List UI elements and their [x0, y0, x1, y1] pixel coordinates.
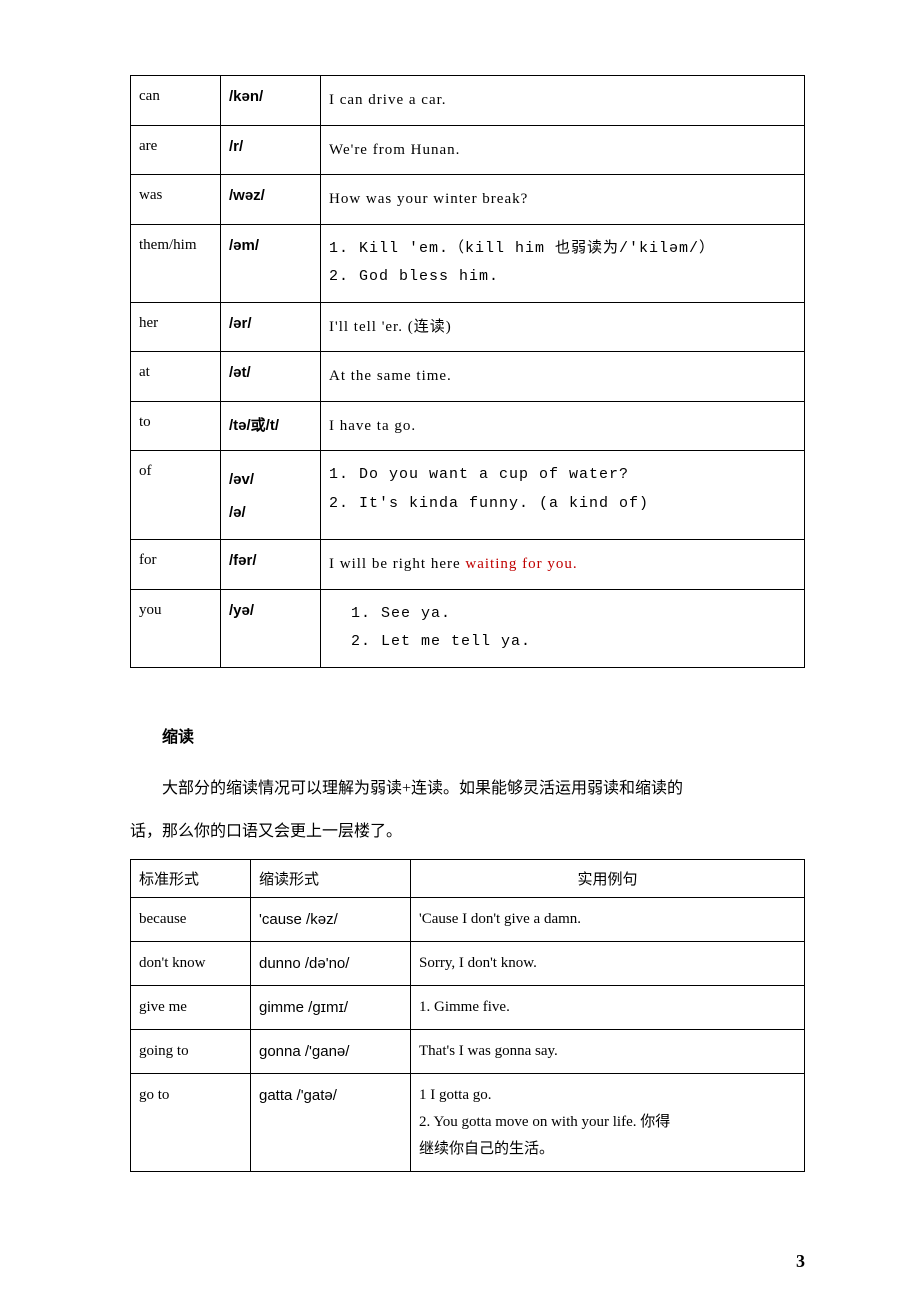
table-row: for /fər/ I will be right here waiting f… — [131, 540, 805, 590]
table-row: give me gimme /gɪmɪ/ 1. Gimme five. — [131, 985, 805, 1029]
example-cell: At the same time. — [321, 352, 805, 402]
table-row: you /yə/ 1. See ya. 2. Let me tell ya. — [131, 589, 805, 667]
phon-cell: /fər/ — [221, 540, 321, 590]
header-cell: 标准形式 — [131, 859, 251, 897]
std-cell: go to — [131, 1073, 251, 1171]
example-line: 1. See ya. — [351, 600, 796, 629]
std-cell: don't know — [131, 941, 251, 985]
page-number: 3 — [796, 1251, 805, 1272]
table-row: can /kən/ I can drive a car. — [131, 76, 805, 126]
example-cell: 1. Do you want a cup of water? 2. It's k… — [321, 451, 805, 540]
example-line: 1 I gotta go. — [419, 1082, 796, 1109]
example-cell: 1. See ya. 2. Let me tell ya. — [321, 589, 805, 667]
table-row: them/him /əm/ 1. Kill 'em.（kill him 也弱读为… — [131, 224, 805, 302]
example-cell: 1. Kill 'em.（kill him 也弱读为/'kiləm/） 2. G… — [321, 224, 805, 302]
phon-cell: /əm/ — [221, 224, 321, 302]
word-cell: to — [131, 401, 221, 451]
table-row: at /ət/ At the same time. — [131, 352, 805, 402]
word-cell: are — [131, 125, 221, 175]
body-paragraph: 大部分的缩读情况可以理解为弱读+连读。如果能够灵活运用弱读和缩读的 — [130, 772, 805, 806]
table-row: don't know dunno /də'no/ Sorry, I don't … — [131, 941, 805, 985]
table-row: are /r/ We're from Hunan. — [131, 125, 805, 175]
example-cell: I will be right here waiting for you. — [321, 540, 805, 590]
body-paragraph: 话，那么你的口语又会更上一层楼了。 — [130, 815, 805, 849]
example-cell: I can drive a car. — [321, 76, 805, 126]
table-row: to /tə/或/t/ I have ta go. — [131, 401, 805, 451]
example-line: 1. Kill 'em.（kill him 也弱读为/'kiləm/） — [329, 235, 796, 264]
phon-cell: /wəz/ — [221, 175, 321, 225]
example-cell: I'll tell 'er. (连读) — [321, 302, 805, 352]
word-cell: for — [131, 540, 221, 590]
std-cell: because — [131, 897, 251, 941]
word-cell: her — [131, 302, 221, 352]
word-cell: was — [131, 175, 221, 225]
std-cell: going to — [131, 1029, 251, 1073]
phon-cell: /ər/ — [221, 302, 321, 352]
example-cell: That's I was gonna say. — [411, 1029, 805, 1073]
example-text: I will be right here — [329, 556, 465, 572]
phon-cell: /kən/ — [221, 76, 321, 126]
section-heading: 缩读 — [130, 723, 805, 747]
body-line: 大部分的缩读情况可以理解为弱读+连读。如果能够灵活运用弱读和缩读的 — [162, 780, 683, 797]
example-line: 2. Let me tell ya. — [351, 628, 796, 657]
phon-cell: /əv/ /ə/ — [221, 451, 321, 540]
phon-line: /ə/ — [229, 496, 312, 529]
word-cell: of — [131, 451, 221, 540]
example-cell: Sorry, I don't know. — [411, 941, 805, 985]
contract-cell: gimme /gɪmɪ/ — [251, 985, 411, 1029]
phon-cell: /yə/ — [221, 589, 321, 667]
contract-cell: gatta /'gatə/ — [251, 1073, 411, 1171]
phon-line: /əv/ — [229, 463, 312, 496]
example-line: 继续你自己的生活。 — [419, 1136, 796, 1163]
example-line: 2. It's kinda funny. (a kind of) — [329, 490, 796, 519]
contract-cell: gonna /'ganə/ — [251, 1029, 411, 1073]
example-highlight: waiting for you. — [465, 556, 577, 572]
weak-form-table: can /kən/ I can drive a car. are /r/ We'… — [130, 75, 805, 668]
example-line: 1. Do you want a cup of water? — [329, 461, 796, 490]
example-cell: I have ta go. — [321, 401, 805, 451]
word-cell: them/him — [131, 224, 221, 302]
word-cell: can — [131, 76, 221, 126]
phon-cell: /tə/或/t/ — [221, 401, 321, 451]
phon-cell: /r/ — [221, 125, 321, 175]
example-line: 2. You gotta move on with your life. 你得 — [419, 1109, 796, 1136]
std-cell: give me — [131, 985, 251, 1029]
table-row: because 'cause /kəz/ 'Cause I don't give… — [131, 897, 805, 941]
table-header-row: 标准形式 缩读形式 实用例句 — [131, 859, 805, 897]
contract-cell: dunno /də'no/ — [251, 941, 411, 985]
phon-cell: /ət/ — [221, 352, 321, 402]
example-cell: We're from Hunan. — [321, 125, 805, 175]
table-row: was /wəz/ How was your winter break? — [131, 175, 805, 225]
word-cell: at — [131, 352, 221, 402]
header-cell: 实用例句 — [411, 859, 805, 897]
word-cell: you — [131, 589, 221, 667]
contract-cell: 'cause /kəz/ — [251, 897, 411, 941]
example-cell: 'Cause I don't give a damn. — [411, 897, 805, 941]
table-row: of /əv/ /ə/ 1. Do you want a cup of wate… — [131, 451, 805, 540]
example-cell: 1. Gimme five. — [411, 985, 805, 1029]
table-row: going to gonna /'ganə/ That's I was gonn… — [131, 1029, 805, 1073]
example-cell: How was your winter break? — [321, 175, 805, 225]
contraction-table: 标准形式 缩读形式 实用例句 because 'cause /kəz/ 'Cau… — [130, 859, 805, 1172]
example-cell: 1 I gotta go. 2. You gotta move on with … — [411, 1073, 805, 1171]
header-cell: 缩读形式 — [251, 859, 411, 897]
table-row: go to gatta /'gatə/ 1 I gotta go. 2. You… — [131, 1073, 805, 1171]
example-line: 2. God bless him. — [329, 263, 796, 292]
table-row: her /ər/ I'll tell 'er. (连读) — [131, 302, 805, 352]
